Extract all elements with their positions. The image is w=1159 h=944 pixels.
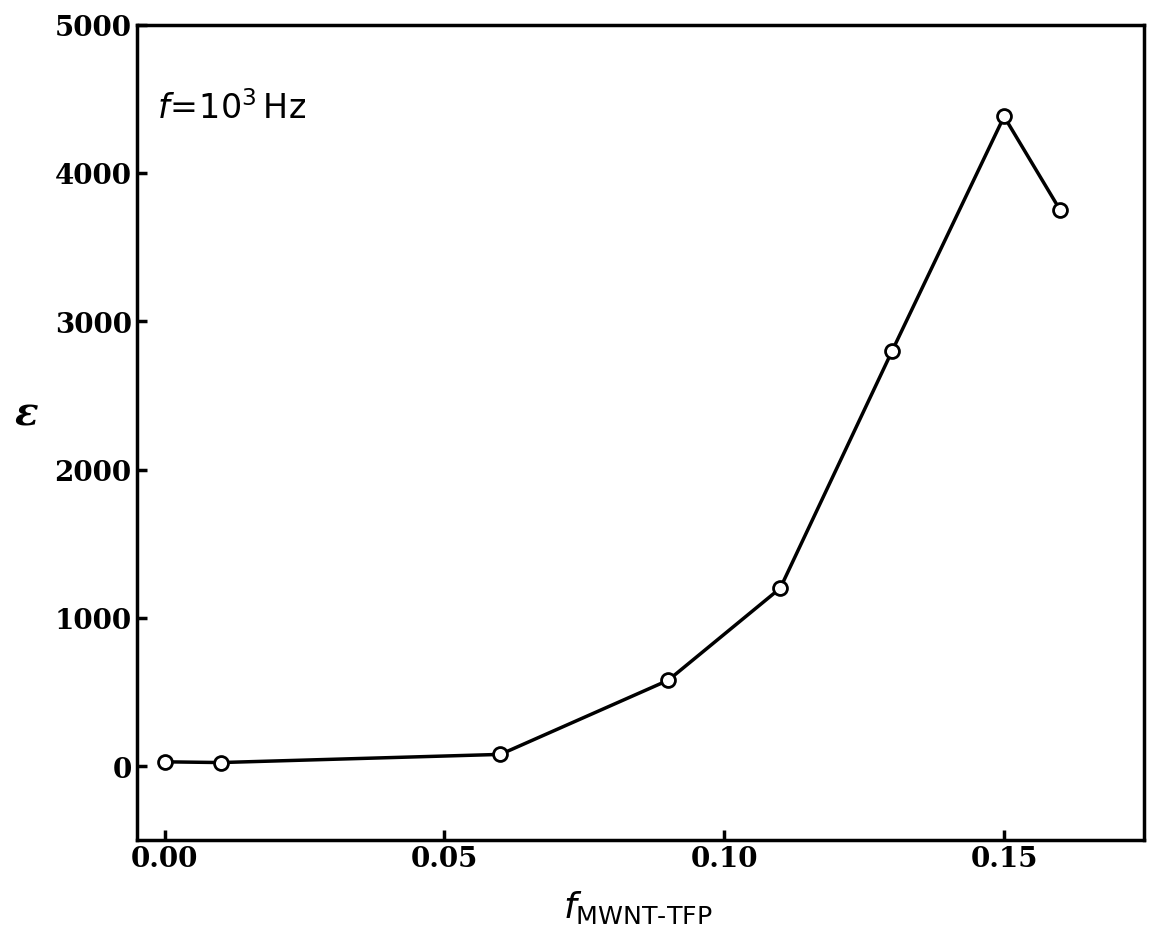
Text: $f\!=\!10^3\,\rm Hz$: $f\!=\!10^3\,\rm Hz$ bbox=[156, 91, 306, 126]
Text: $f_{\rm MWNT\text{-}TFP}$: $f_{\rm MWNT\text{-}TFP}$ bbox=[563, 887, 712, 925]
Y-axis label: ε: ε bbox=[15, 395, 38, 433]
